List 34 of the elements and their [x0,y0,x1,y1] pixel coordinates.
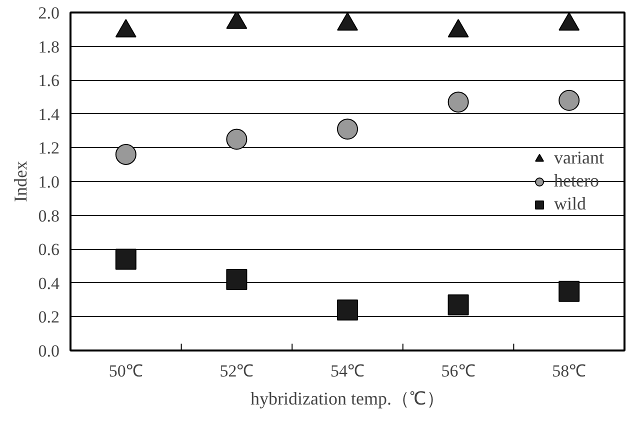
y-tick-label: 0.6 [38,240,60,260]
point [448,19,469,38]
point [115,248,136,270]
y-tick-label: 1.0 [38,172,60,192]
y-tick-label: 1.4 [38,104,60,124]
point [337,118,358,140]
point [226,269,248,290]
point [226,128,248,150]
y-tick-label: 1.8 [38,37,60,56]
legend-label: variant [554,148,604,168]
point [226,12,248,29]
point [558,90,580,111]
point [558,12,580,31]
point [448,294,469,316]
y-tick-label: 0.0 [38,342,60,360]
y-tick-label: 0.8 [38,206,60,226]
y-tick-label: 1.6 [38,71,60,90]
y-tick-label: 0.2 [38,308,60,327]
point [115,19,136,38]
point [337,299,358,320]
x-axis-title: hybridization temp.（℃） [250,388,444,408]
point [115,144,136,165]
y-axis-title: Index [10,161,30,202]
point [337,12,358,31]
y-tick-label: 2.0 [38,4,60,22]
x-tick-label: 52℃ [220,362,254,380]
point [558,280,580,302]
x-tick-label: 54℃ [330,362,364,380]
x-tick-label: 50℃ [108,362,143,380]
y-tick-label: 1.2 [38,138,60,158]
y-tick-label: 0.4 [38,274,60,293]
x-tick-label: 56℃ [441,362,476,380]
x-tick-label: 58℃ [552,362,586,380]
legend-label: wild [554,194,586,214]
